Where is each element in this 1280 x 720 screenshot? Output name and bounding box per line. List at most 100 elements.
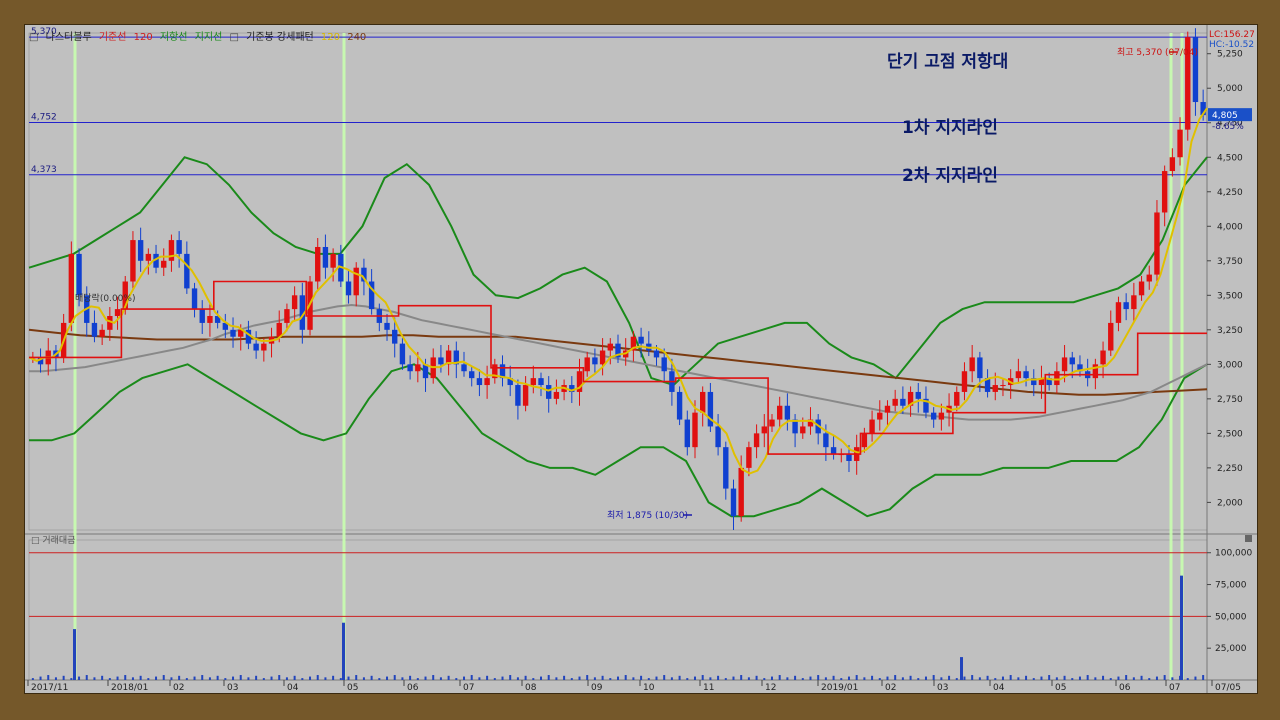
time-tick-label: 2018/01	[111, 683, 148, 693]
legend-stock-name: 나스터블루	[45, 32, 92, 43]
candle-body	[1069, 357, 1075, 365]
candle-body	[276, 322, 282, 337]
price-tick-label: 3,000	[1217, 360, 1243, 370]
volume-bar	[101, 675, 104, 680]
volume-bar	[532, 678, 535, 680]
volume-bar	[516, 677, 519, 680]
volume-bar	[1109, 678, 1112, 680]
time-tick-label: 2019/01	[821, 683, 858, 693]
volume-bar	[1171, 677, 1174, 680]
volume-bar	[232, 676, 235, 680]
volume-bar	[224, 678, 227, 680]
volume-panel-title: □ 거래대금	[31, 535, 76, 546]
candle-body	[107, 316, 113, 330]
candle-body	[476, 378, 483, 386]
volume-bar	[940, 677, 943, 680]
candle-body	[484, 378, 490, 386]
volume-bar	[732, 676, 735, 680]
lc-label: LC:156.27	[1209, 30, 1255, 40]
candle-body	[222, 322, 229, 330]
annotation-first-support: 1차 지지라인	[902, 118, 998, 138]
candle-body	[76, 253, 82, 296]
candle-body	[615, 343, 621, 358]
candle-body	[214, 316, 221, 323]
high-marker-label: 최고 5,370 (07/04)	[1117, 47, 1198, 58]
candle-body	[1138, 281, 1145, 296]
price-chart[interactable]: 2,000 2,250 2,500 2,750 3,000 3,250 3,500 3,750…	[25, 25, 1257, 693]
volume-bar	[1117, 676, 1120, 680]
volume-spike-bar	[1180, 575, 1183, 680]
legend-square-icon-2: □	[229, 32, 239, 43]
volume-bar	[1048, 675, 1051, 680]
volume-bar	[393, 675, 396, 680]
candle-body	[176, 240, 182, 254]
time-tick-label: 04	[993, 683, 1005, 693]
candle-body	[384, 322, 390, 330]
volume-bar	[617, 676, 619, 680]
candle-body	[607, 343, 613, 351]
volume-bar	[463, 676, 466, 680]
volume-bar	[786, 677, 789, 680]
candle-body	[399, 343, 406, 365]
candle-body	[969, 357, 975, 372]
candle-body	[776, 405, 783, 420]
volume-bar	[840, 678, 843, 680]
candle-body	[707, 391, 714, 427]
volume-bar	[370, 675, 373, 680]
volume-bar	[801, 678, 804, 680]
candle-body	[284, 309, 290, 323]
volume-bar	[70, 678, 73, 680]
candle-body	[638, 336, 644, 344]
volume-bar	[208, 677, 211, 680]
volume-bar	[54, 677, 57, 680]
volume-bar	[1163, 675, 1166, 680]
candle-body	[1038, 378, 1045, 386]
volume-bar	[439, 677, 442, 680]
candle-body	[800, 426, 806, 434]
volume-tick-label: 100,000	[1215, 549, 1252, 559]
volume-bar	[686, 678, 689, 680]
legend-ma2: 240	[347, 32, 367, 43]
candle-body	[315, 246, 321, 282]
volume-bar	[1125, 675, 1128, 680]
candle-body	[530, 378, 537, 386]
volume-bar	[901, 677, 904, 680]
volume-bar	[570, 678, 573, 680]
candle-body	[684, 419, 690, 448]
volume-bar	[147, 678, 150, 680]
volume-bar	[578, 676, 581, 680]
candle-body	[230, 329, 236, 337]
time-tick-label: 03	[937, 683, 948, 693]
volume-bar	[770, 676, 773, 680]
time-tick-label: 04	[287, 683, 299, 693]
volume-bar	[301, 678, 304, 680]
volume-spike-bar	[342, 622, 345, 680]
candle-body	[1177, 129, 1183, 158]
volume-bar	[193, 676, 196, 680]
candle-body	[992, 385, 998, 392]
volume-bar	[948, 675, 951, 680]
volume-bar	[1017, 677, 1020, 680]
time-tick-label: 02	[885, 683, 896, 693]
candle-body	[207, 316, 213, 323]
candle-body	[1146, 274, 1152, 282]
volume-bar	[878, 678, 881, 680]
volume-bar	[1009, 675, 1012, 680]
legend-square-icon: □	[29, 32, 39, 43]
candle-body	[1092, 364, 1099, 379]
candle-body	[653, 350, 660, 358]
volume-spike-bar	[73, 629, 76, 680]
volume-bar	[701, 675, 704, 680]
volume-bar	[139, 675, 142, 680]
volume-bar	[201, 675, 204, 680]
volume-bar	[740, 675, 743, 680]
candle-body	[368, 281, 375, 310]
volume-bar	[886, 676, 889, 680]
candle-body	[245, 329, 252, 344]
candle-body	[453, 350, 460, 365]
candle-body	[130, 240, 136, 282]
candle-body	[191, 288, 198, 310]
volume-bar	[486, 675, 489, 680]
candle-body	[1154, 212, 1160, 275]
